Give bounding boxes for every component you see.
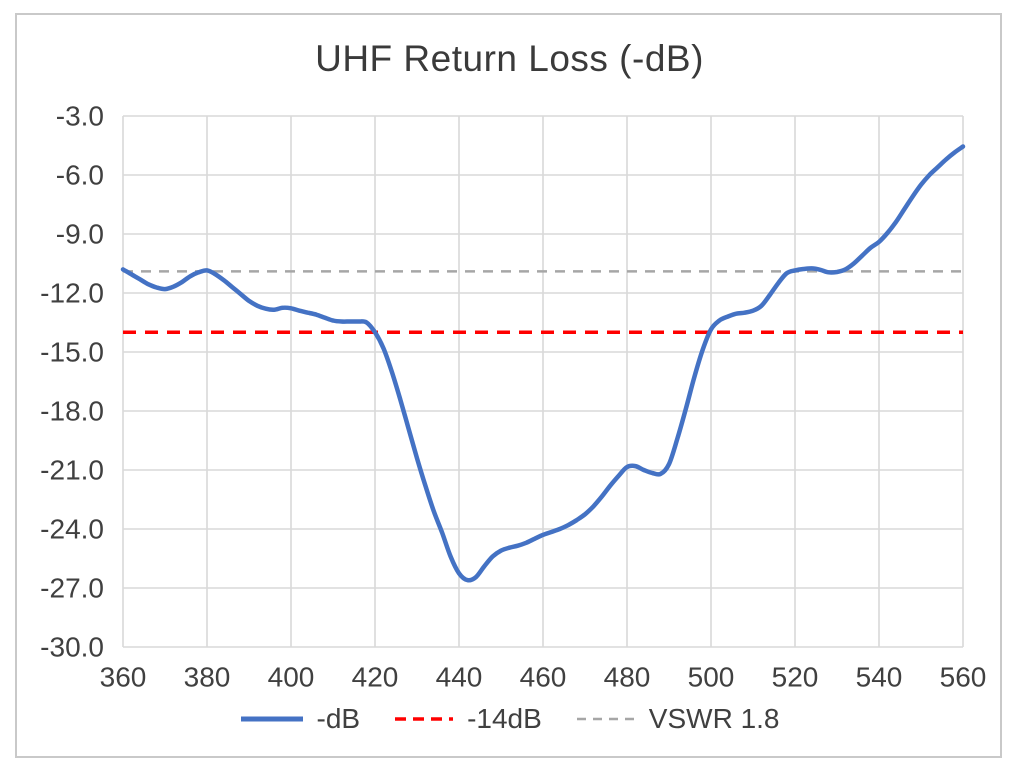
- legend-item--14db: -14dB: [394, 703, 542, 735]
- y-tick-label: -27.0: [40, 573, 104, 604]
- x-tick-label: 400: [268, 662, 315, 693]
- x-tick-label: 520: [772, 662, 819, 693]
- series-db-curve: [120, 144, 966, 583]
- x-tick-label: 440: [436, 662, 483, 693]
- legend-label: VSWR 1.8: [648, 703, 780, 734]
- x-tick-label: 360: [100, 662, 147, 693]
- x-tick-label: 420: [352, 662, 399, 693]
- legend-line-sample-icon: [576, 717, 635, 721]
- y-tick-label: -18.0: [40, 396, 104, 427]
- legend-label: -dB: [316, 703, 361, 734]
- y-tick-label: -24.0: [40, 514, 104, 545]
- y-tick-label: -15.0: [40, 337, 104, 368]
- legend-line-sample-icon: [395, 717, 454, 721]
- y-tick-label: -30.0: [40, 632, 104, 663]
- gridlines: [122, 115, 964, 648]
- y-tick-label: -21.0: [40, 455, 104, 486]
- reference-lines: [123, 270, 963, 335]
- chart-frame: [15, 13, 1002, 758]
- x-tick-label: 460: [520, 662, 567, 693]
- x-tick-label: 380: [184, 662, 231, 693]
- y-tick-label: -9.0: [56, 219, 104, 250]
- legend-item-vswr-1.8: VSWR 1.8: [576, 703, 780, 735]
- x-axis-tick-labels: 360 380 400 420 440 460 480 500 520 540 560: [100, 662, 987, 693]
- legend-item--db: -dB: [240, 703, 361, 735]
- legend: -dB -14dB VSWR 1.8: [15, 703, 1004, 735]
- legend-label: -14dB: [467, 703, 542, 734]
- x-tick-label: 540: [856, 662, 903, 693]
- x-tick-label: 480: [604, 662, 651, 693]
- legend-line-sample-icon: [240, 716, 303, 722]
- y-tick-label: -3.0: [56, 101, 104, 132]
- x-tick-label: 500: [688, 662, 735, 693]
- y-tick-label: -12.0: [40, 278, 104, 309]
- chart-title: UHF Return Loss (-dB): [315, 38, 704, 79]
- y-axis-tick-labels: -3.0 -6.0 -9.0 -12.0 -15.0 -18.0 -21.0 -24.0 -27…: [40, 101, 104, 663]
- x-tick-label: 560: [940, 662, 987, 693]
- y-tick-label: -6.0: [56, 160, 104, 191]
